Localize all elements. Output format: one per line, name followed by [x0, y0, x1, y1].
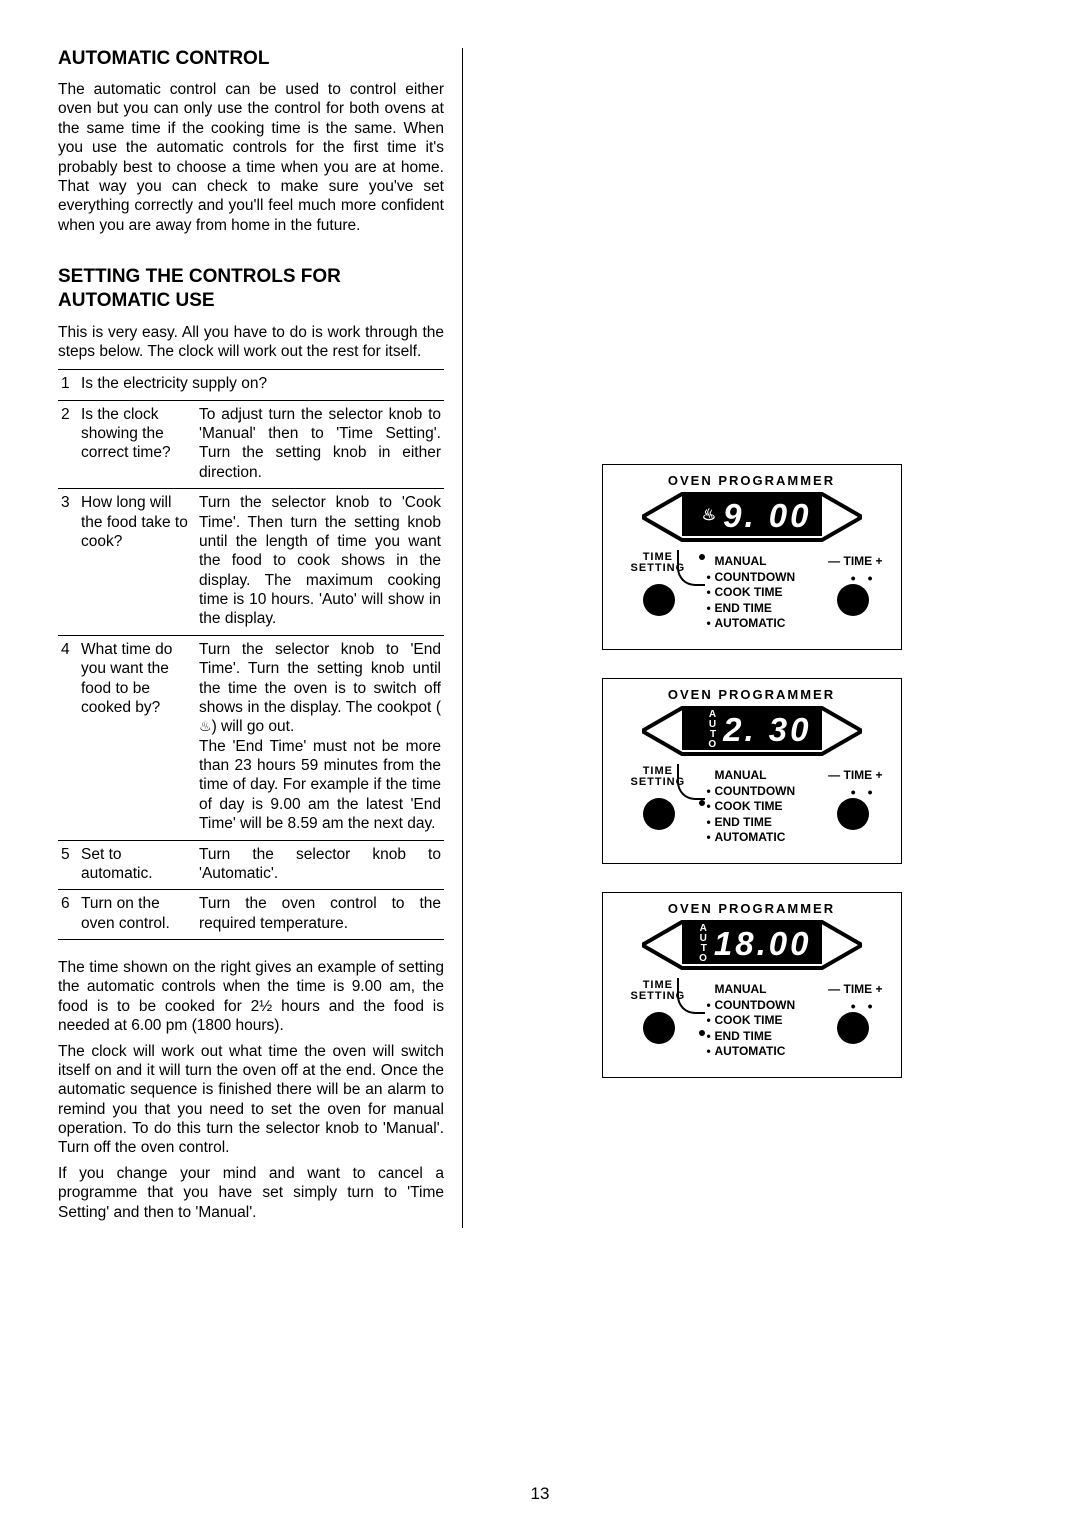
selector-menu: MANUAL•COUNTDOWN•COOK TIME•END TIME•AUTO…	[707, 982, 796, 1060]
panel-lower: TIMESETTINGMANUAL•COUNTDOWN•COOK TIME•EN…	[603, 760, 901, 860]
steps-table: 1 Is the electricity supply on? 2 Is the…	[58, 369, 444, 940]
menu-item: •AUTOMATIC	[707, 616, 796, 632]
page-number: 13	[0, 1484, 1080, 1504]
after-paragraph-3: If you change your mind and want to canc…	[58, 1164, 444, 1222]
programmer-panel: OVEN PROGRAMMER AUTO 18.00 TIMESETTINGMANU…	[602, 892, 902, 1078]
panel-lower: TIMESETTINGMANUAL•COUNTDOWN•COOK TIME•EN…	[603, 974, 901, 1074]
table-row: 6 Turn on the oven control. Turn the ove…	[58, 890, 444, 940]
display-wrap: AUTO 2. 30	[642, 704, 862, 758]
menu-item: •AUTOMATIC	[707, 830, 796, 846]
menu-item: •COUNTDOWN	[707, 998, 796, 1014]
digital-display: AUTO 2. 30	[682, 710, 822, 750]
pot-indicator: ♨	[702, 508, 719, 524]
after-paragraph-2: The clock will work out what time the ov…	[58, 1042, 444, 1158]
auto-indicator: AUTO	[708, 710, 719, 750]
digital-display: ♨9. 00	[682, 496, 822, 536]
selector-indicator-dot	[699, 800, 705, 806]
display-value: 2. 30	[723, 710, 811, 750]
menu-item: MANUAL	[715, 982, 796, 998]
panel-title: OVEN PROGRAMMER	[603, 901, 901, 916]
selector-indicator-dot	[699, 1030, 705, 1036]
display-value: 9. 00	[723, 496, 811, 536]
menu-item: •END TIME	[707, 601, 796, 617]
menu-item: MANUAL	[715, 768, 796, 784]
digital-display: AUTO 18.00	[682, 924, 822, 964]
cookpot-icon: ♨	[199, 718, 212, 736]
time-knob[interactable]	[837, 584, 869, 616]
menu-item: •COOK TIME	[707, 799, 796, 815]
menu-item: •COOK TIME	[707, 1013, 796, 1029]
table-row: 3 How long will the food take to cook? T…	[58, 489, 444, 636]
heading-automatic-control: AUTOMATIC CONTROL	[58, 48, 444, 70]
time-knob[interactable]	[837, 798, 869, 830]
right-column: OVEN PROGRAMMER ♨9. 00 TIMESETTINGMANUAL•…	[463, 48, 1022, 1228]
selector-menu: MANUAL•COUNTDOWN•COOK TIME•END TIME•AUTO…	[707, 768, 796, 846]
programmer-panel: OVEN PROGRAMMER AUTO 2. 30 TIMESETTINGMANU…	[602, 678, 902, 864]
time-plus-minus-label: — TIME +	[828, 768, 882, 782]
menu-item: •COUNTDOWN	[707, 570, 796, 586]
intro-paragraph: The automatic control can be used to con…	[58, 80, 444, 235]
setting-knob[interactable]	[643, 1012, 675, 1044]
setting-knob[interactable]	[643, 584, 675, 616]
setting-knob[interactable]	[643, 798, 675, 830]
table-row: 4 What time do you want the food to be c…	[58, 635, 444, 840]
display-wrap: ♨9. 00	[642, 490, 862, 544]
left-column: AUTOMATIC CONTROL The automatic control …	[58, 48, 463, 1228]
table-row: 1 Is the electricity supply on?	[58, 370, 444, 400]
programmer-panel: OVEN PROGRAMMER ♨9. 00 TIMESETTINGMANUAL•…	[602, 464, 902, 650]
menu-item: MANUAL	[715, 554, 796, 570]
menu-item: •AUTOMATIC	[707, 1044, 796, 1060]
menu-item: •COUNTDOWN	[707, 784, 796, 800]
menu-item: •END TIME	[707, 1029, 796, 1045]
time-plus-minus-label: — TIME +	[828, 982, 882, 996]
display-value: 18.00	[714, 924, 812, 964]
time-dots: • •	[851, 998, 877, 1014]
auto-indicator: AUTO	[699, 924, 710, 964]
selector-indicator-dot	[699, 554, 705, 560]
panel-title: OVEN PROGRAMMER	[603, 473, 901, 488]
selector-menu: MANUAL•COUNTDOWN•COOK TIME•END TIME•AUTO…	[707, 554, 796, 632]
panel-lower: TIMESETTINGMANUAL•COUNTDOWN•COOK TIME•EN…	[603, 546, 901, 646]
time-knob[interactable]	[837, 1012, 869, 1044]
table-row: 5 Set to automatic. Turn the selector kn…	[58, 840, 444, 890]
after-paragraph-1: The time shown on the right gives an exa…	[58, 958, 444, 1036]
time-dots: • •	[851, 570, 877, 586]
time-plus-minus-label: — TIME +	[828, 554, 882, 568]
menu-item: •END TIME	[707, 815, 796, 831]
time-dots: • •	[851, 784, 877, 800]
display-wrap: AUTO 18.00	[642, 918, 862, 972]
heading-setting-controls: SETTING THE CONTROLS FOR AUTOMATIC USE	[58, 265, 444, 313]
selector-arc	[677, 978, 705, 1014]
step4-answer: Turn the selector knob to 'End Time'. Tu…	[196, 635, 444, 840]
table-row: 2 Is the clock showing the correct time?…	[58, 400, 444, 489]
intro2-paragraph: This is very easy. All you have to do is…	[58, 323, 444, 362]
menu-item: •COOK TIME	[707, 585, 796, 601]
selector-arc	[677, 764, 705, 800]
panel-title: OVEN PROGRAMMER	[603, 687, 901, 702]
